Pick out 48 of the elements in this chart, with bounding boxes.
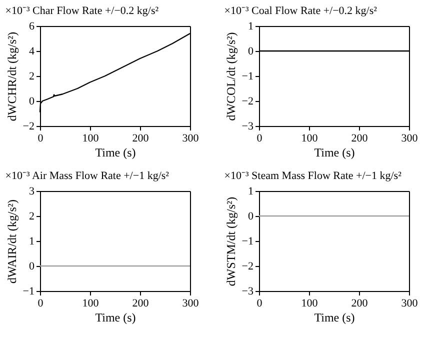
y-tick-label: 0 [248, 210, 254, 222]
y-tick-label: 1 [248, 186, 254, 198]
y-tick-label: 3 [29, 186, 35, 198]
x-axis-title: Time (s) [314, 310, 355, 324]
y-tick-label: −3 [242, 120, 254, 132]
x-tick-label: 0 [38, 298, 44, 310]
chart-title: ×10⁻³ Air Mass Flow Rate +/−1 kg/s² [5, 170, 170, 182]
y-tick-label: 0 [248, 46, 254, 58]
x-tick-label: 300 [401, 298, 418, 310]
y-axis-title: dWSTM/dt (kg/s²) [224, 196, 238, 286]
y-tick-label: −3 [242, 286, 254, 298]
y-tick-label: 4 [29, 46, 35, 58]
y-tick-label: 2 [29, 70, 34, 82]
x-tick-label: 300 [401, 132, 418, 144]
y-tick-label: −2 [242, 260, 254, 272]
x-tick-label: 100 [82, 132, 100, 144]
x-axis-title: Time (s) [95, 310, 136, 324]
y-tick-label: −1 [242, 236, 254, 248]
y-tick-label: 1 [248, 20, 254, 32]
y-tick-label: 6 [29, 20, 35, 32]
x-tick-label: 200 [132, 298, 150, 310]
x-tick-label: 100 [301, 298, 318, 310]
x-tick-label: 0 [38, 132, 44, 144]
x-axis-title: Time (s) [314, 146, 355, 160]
y-tick-label: 2 [29, 210, 34, 222]
y-axis-title: dWCOL/dt (kg/s²) [224, 32, 238, 121]
x-tick-label: 100 [301, 132, 318, 144]
x-tick-label: 200 [132, 132, 150, 144]
y-axis-title: dWAIR/dt (kg/s²) [4, 200, 19, 284]
chart-title: ×10⁻³ Char Flow Rate +/−0.2 kg/s² [5, 5, 160, 17]
x-tick-label: 200 [351, 298, 368, 310]
y-tick-label: 0 [29, 260, 35, 272]
y-tick-label: −1 [22, 286, 34, 298]
x-tick-label: 100 [82, 298, 100, 310]
chart-title: ×10⁻³ Steam Mass Flow Rate +/−1 kg/s² [224, 170, 402, 182]
x-tick-label: 200 [351, 132, 368, 144]
y-tick-label: 0 [29, 96, 35, 108]
x-tick-label: 0 [256, 132, 263, 144]
y-tick-label: −1 [242, 70, 254, 82]
y-tick-label: 1 [29, 236, 34, 248]
y-axis-title: dWCHR/dt (kg/s²) [4, 32, 19, 122]
y-tick-label: −2 [22, 120, 34, 132]
x-tick-label: 0 [256, 298, 263, 310]
x-tick-label: 300 [182, 132, 200, 144]
chart-title: ×10⁻³ Coal Flow Rate +/−0.2 kg/s² [224, 5, 378, 17]
x-axis-title: Time (s) [95, 146, 136, 160]
y-tick-label: −2 [242, 96, 254, 108]
x-tick-label: 300 [182, 298, 200, 310]
